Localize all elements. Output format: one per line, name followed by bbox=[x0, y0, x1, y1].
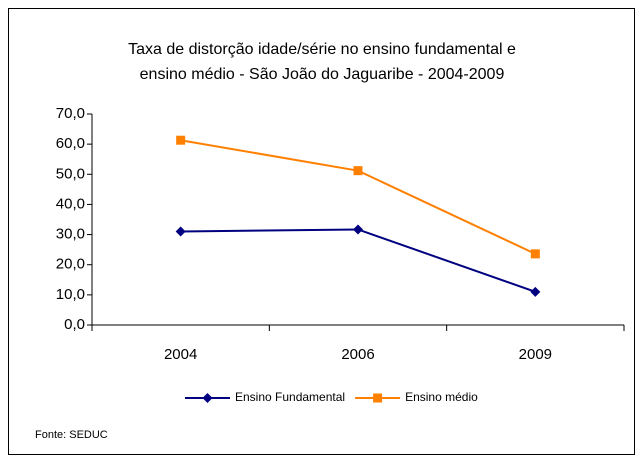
y-tick-label: 50,0 bbox=[56, 165, 85, 182]
y-tick-label: 40,0 bbox=[56, 195, 85, 212]
point bbox=[175, 226, 186, 237]
x-tick-label: 2006 bbox=[341, 346, 374, 363]
x-tick-label: 2009 bbox=[519, 346, 552, 363]
y-tick-label: 30,0 bbox=[56, 226, 85, 243]
legend-label: Ensino Fundamental bbox=[235, 390, 345, 404]
point bbox=[373, 393, 383, 403]
y-tick-label: 70,0 bbox=[56, 105, 85, 122]
y-tick-label: 20,0 bbox=[56, 256, 85, 273]
point bbox=[202, 393, 213, 403]
chart-title: ensino médio - São João do Jaguaribe - 2… bbox=[140, 66, 505, 83]
source-note: Fonte: SEDUC bbox=[35, 429, 108, 441]
legend-label: Ensino médio bbox=[405, 390, 478, 404]
y-tick-label: 10,0 bbox=[56, 286, 85, 303]
y-tick-label: 60,0 bbox=[56, 135, 85, 152]
chart-border bbox=[8, 8, 635, 455]
point bbox=[353, 224, 363, 235]
point bbox=[530, 286, 541, 297]
y-tick-label: 0,0 bbox=[64, 316, 85, 333]
x-tick-label: 2004 bbox=[164, 346, 197, 363]
point bbox=[353, 166, 363, 176]
point bbox=[176, 135, 186, 145]
point bbox=[530, 249, 540, 259]
chart-title: Taxa de distorção idade/série no ensino … bbox=[128, 41, 516, 58]
